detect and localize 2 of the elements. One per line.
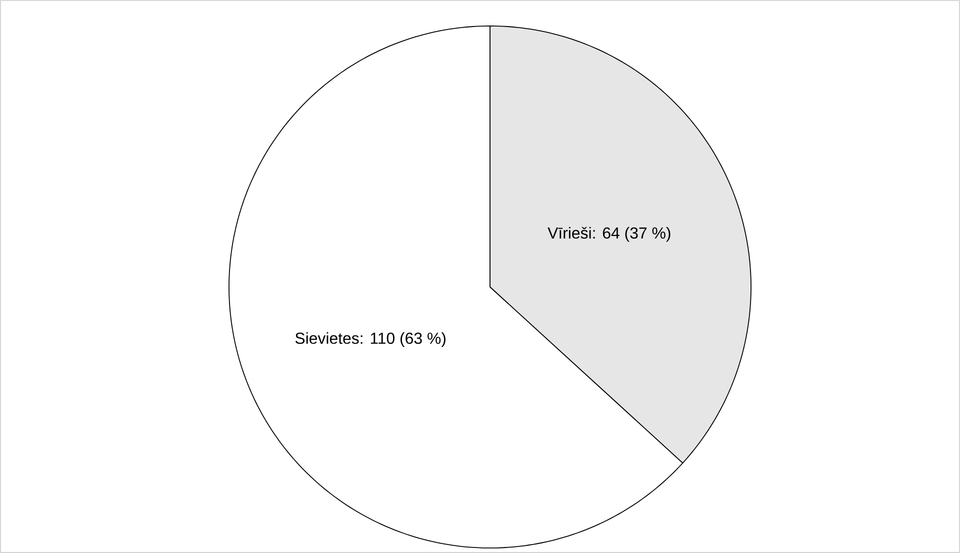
slice-label: Vīrieši: 64 (37 %) — [548, 226, 670, 242]
slice-label: Sievietes: 110 (63 %) — [295, 332, 446, 348]
